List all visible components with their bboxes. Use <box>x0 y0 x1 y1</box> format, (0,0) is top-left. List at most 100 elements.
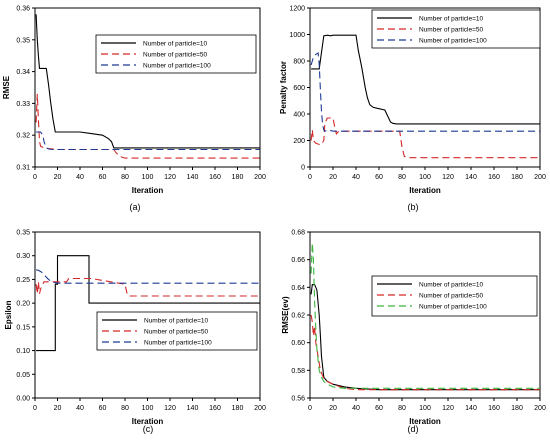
chart-panel-3: 0 20 40 60 80 100 120 140 160 180 200 0.00 0.05 0.10 0… <box>4 230 266 435</box>
x-tick-label: 140 <box>187 174 199 181</box>
series-line-2 <box>35 277 260 297</box>
y-tick-label: 0.32 <box>16 133 30 140</box>
x-tick-label: 160 <box>209 174 221 181</box>
y-tick-label: 0.56 <box>291 396 305 403</box>
x-tick-label: 40 <box>76 174 84 181</box>
x-axis-label: Iteration <box>132 186 164 195</box>
y-axis-label: RMSE <box>2 75 11 99</box>
y-tick-label: 600 <box>293 85 305 92</box>
y-tick-label: 0.34 <box>16 69 30 76</box>
panel-caption: (b) <box>408 202 419 212</box>
x-tick-label: 120 <box>164 405 176 412</box>
x-tick-label: 160 <box>209 405 221 412</box>
x-tick-label: 140 <box>465 174 477 181</box>
series-line-3 <box>310 52 540 132</box>
x-tick-label: 180 <box>232 174 244 181</box>
x-tick-label: 100 <box>419 405 431 412</box>
x-axis-label: Iteration <box>409 186 441 195</box>
x-tick-label: 100 <box>142 405 154 412</box>
y-axis-label: Epsilon <box>4 300 13 329</box>
legend-entry: Number of particle=50 <box>144 329 209 336</box>
legend-entry: Number of particle=100 <box>143 63 211 70</box>
x-tick-label: 40 <box>352 174 360 181</box>
y-tick-label: 0.68 <box>291 230 305 237</box>
legend-box <box>95 34 257 74</box>
chart-panel-1: 0 20 40 60 80 100 120 140 160 180 200 0.31 0.32 0.33 0… <box>2 6 266 213</box>
x-tick-label: 20 <box>54 405 62 412</box>
plot-frame <box>34 7 261 168</box>
x-tick-label: 80 <box>398 174 406 181</box>
legend-entry: Number of particle=10 <box>419 282 484 289</box>
x-tick-label: 120 <box>164 174 176 181</box>
x-tick-label: 80 <box>398 405 406 412</box>
x-tick-label: 60 <box>99 405 107 412</box>
series-line-2 <box>35 93 260 159</box>
y-tick-label: 0.15 <box>16 324 30 331</box>
panel-caption: (d) <box>408 424 419 434</box>
x-tick-label: 140 <box>187 405 199 412</box>
legend-entry: Number of particle=50 <box>143 52 208 59</box>
legend-entry: Number of particle=50 <box>419 293 484 300</box>
x-tick-label: 160 <box>488 405 500 412</box>
x-tick-label: 40 <box>352 405 360 412</box>
panel-caption: (c) <box>143 424 154 434</box>
x-tick-label: 120 <box>442 174 454 181</box>
x-tick-label: 60 <box>375 174 383 181</box>
y-tick-label: 1200 <box>289 6 305 13</box>
x-tick-label: 0 <box>308 174 312 181</box>
legend-entry: Number of particle=100 <box>419 304 487 311</box>
x-tick-label: 180 <box>511 405 523 412</box>
y-tick-label: 0.25 <box>16 277 30 284</box>
chart-panel-4: 0 20 40 60 80 100 120 140 160 180 200 0.56 0.58 0.60 0… <box>281 230 546 435</box>
x-tick-label: 160 <box>488 174 500 181</box>
series-line-1 <box>35 14 260 149</box>
series-line-1 <box>36 255 260 352</box>
y-tick-label: 800 <box>293 59 305 66</box>
y-tick-label: 0.66 <box>291 257 305 264</box>
x-tick-label: 180 <box>511 174 523 181</box>
series-line-2 <box>310 314 540 391</box>
panel-caption: (a) <box>130 202 141 212</box>
series-line-3 <box>36 269 260 284</box>
x-tick-label: 0 <box>33 405 37 412</box>
legend-entry: Number of particle=10 <box>143 41 208 48</box>
x-tick-label: 20 <box>329 405 337 412</box>
y-tick-label: 0.31 <box>16 165 30 172</box>
y-tick-label: 0.60 <box>291 340 305 347</box>
chart-panel-2: 0 20 40 60 80 100 120 140 160 180 200 0 200 400 600 800… <box>279 6 546 213</box>
legend-box <box>96 311 258 351</box>
legend-entry: Number of particle=50 <box>419 27 484 34</box>
x-tick-label: 120 <box>442 405 454 412</box>
legend: Number of particle=10 Number of particle=… <box>371 275 538 317</box>
y-tick-label: 0.58 <box>291 368 305 375</box>
series-line-2 <box>310 117 540 159</box>
x-tick-label: 20 <box>54 174 62 181</box>
x-tick-label: 40 <box>76 405 84 412</box>
x-tick-label: 60 <box>375 405 383 412</box>
x-tick-label: 200 <box>534 405 546 412</box>
legend: Number of particle=10 Number of particle=… <box>95 34 257 74</box>
x-tick-label: 100 <box>142 174 154 181</box>
y-tick-label: 400 <box>293 112 305 119</box>
x-tick-label: 140 <box>465 405 477 412</box>
y-tick-label: 0.33 <box>16 101 30 108</box>
x-tick-label: 0 <box>33 174 37 181</box>
y-tick-label: 200 <box>293 138 305 145</box>
legend-box <box>371 275 538 317</box>
x-tick-label: 200 <box>254 405 266 412</box>
y-tick-label: 0.10 <box>16 348 30 355</box>
legend-entry: Number of particle=100 <box>144 340 212 347</box>
x-tick-label: 60 <box>99 174 107 181</box>
y-tick-label: 0.35 <box>16 37 30 44</box>
series-line-3 <box>36 131 260 151</box>
series-line-3 <box>310 243 540 389</box>
y-tick-label: 0.00 <box>16 396 30 403</box>
y-tick-label: 1000 <box>289 32 305 39</box>
series-line-1 <box>311 34 540 125</box>
x-tick-label: 100 <box>419 174 431 181</box>
x-tick-label: 80 <box>121 174 129 181</box>
x-tick-label: 0 <box>308 405 312 412</box>
x-tick-label: 80 <box>121 405 129 412</box>
x-tick-label: 200 <box>254 174 266 181</box>
legend-entry: Number of particle=100 <box>419 38 487 45</box>
